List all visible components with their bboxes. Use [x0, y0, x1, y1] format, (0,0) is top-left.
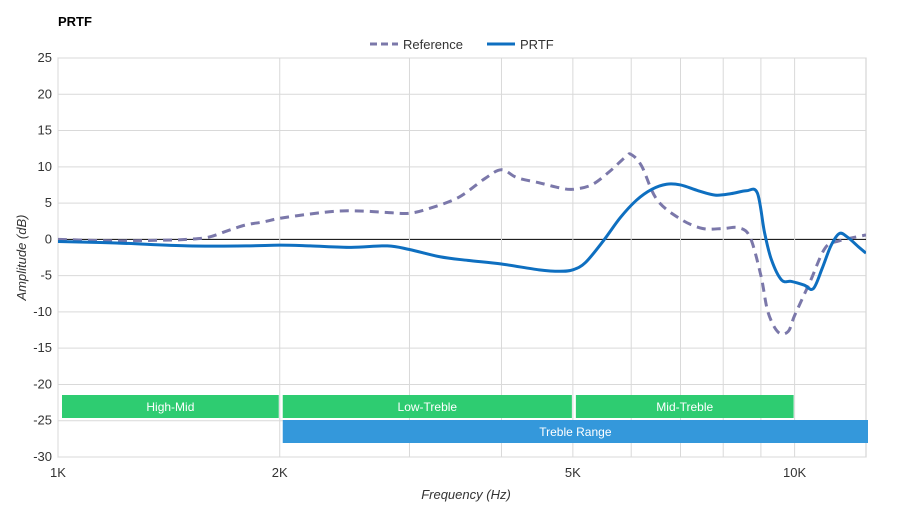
y-tick-label: 15: [38, 123, 52, 138]
y-tick-label: -30: [33, 449, 52, 464]
y-tick-label: -25: [33, 413, 52, 428]
band-high-mid: [62, 395, 279, 418]
legend-label: PRTF: [520, 37, 554, 52]
band-label: High-Mid: [146, 400, 194, 414]
series-line-prtf: [58, 182, 866, 291]
y-tick-label: 10: [38, 159, 52, 174]
band-mid-treble: [575, 395, 794, 418]
y-tick-label: -5: [40, 268, 52, 283]
y-tick-label: 20: [38, 86, 52, 101]
y-axis-label: Amplitude (dB): [14, 215, 29, 302]
y-tick-label: 25: [38, 50, 52, 65]
y-tick-label: 0: [45, 231, 52, 246]
band-label: Low-Treble: [398, 400, 458, 414]
y-tick-label: -15: [33, 340, 52, 355]
x-tick-label: 1K: [50, 465, 66, 480]
x-tick-label: 10K: [783, 465, 806, 480]
band-low-treble: [282, 395, 572, 418]
legend-label: Reference: [403, 37, 463, 52]
x-axis-label: Frequency (Hz): [421, 487, 511, 502]
series-line-reference: [58, 152, 866, 336]
x-tick-label: 5K: [565, 465, 581, 480]
chart-title: PRTF: [58, 14, 92, 29]
x-tick-label: 2K: [272, 465, 288, 480]
band-treble-range: [282, 420, 868, 443]
y-tick-label: -20: [33, 376, 52, 391]
y-tick-label: -10: [33, 304, 52, 319]
band-label: Mid-Treble: [656, 400, 713, 414]
y-tick-label: 5: [45, 195, 52, 210]
band-label: Treble Range: [539, 425, 612, 439]
